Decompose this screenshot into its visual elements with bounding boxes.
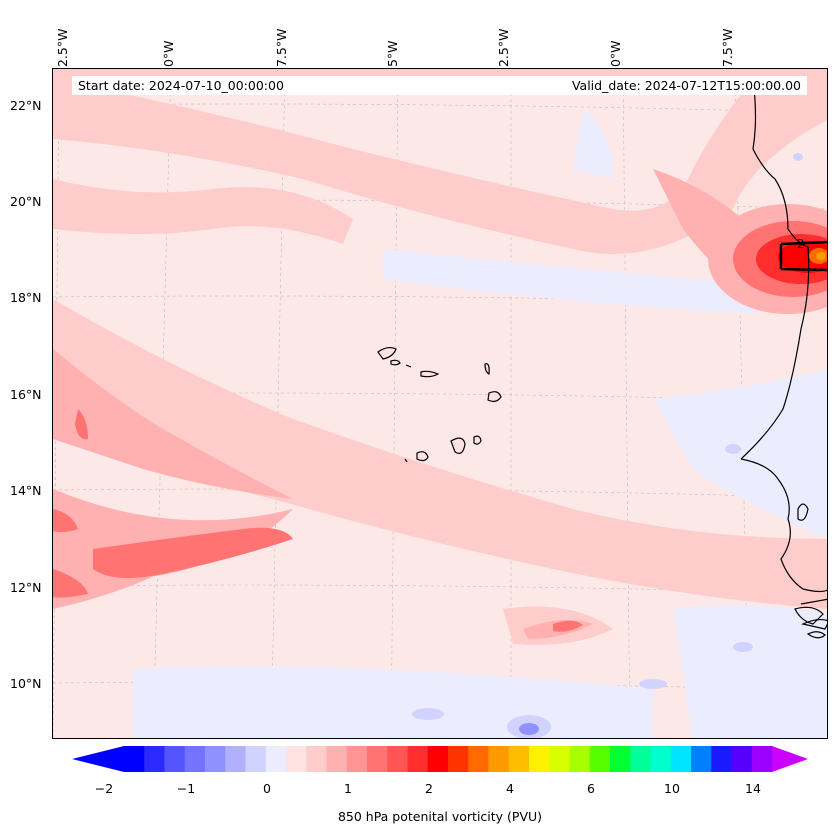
colorbar-tick-label: 14	[745, 781, 761, 796]
colorbar-cell	[589, 746, 611, 772]
lat-label: 20°N	[10, 194, 42, 209]
colorbar-cell	[630, 746, 651, 772]
colorbar-cell	[549, 746, 570, 772]
colorbar-tick-label: 1	[344, 781, 352, 796]
colorbar-cell	[205, 746, 226, 772]
lat-label: 14°N	[10, 483, 42, 498]
colorbar-cell	[691, 746, 712, 772]
colorbar-tick-label: 6	[587, 781, 595, 796]
colorbar-cell	[184, 746, 206, 772]
pv-band-3	[53, 409, 583, 632]
colorbar-cell	[265, 746, 287, 772]
colorbar-cell	[164, 746, 186, 772]
lat-label: 12°N	[10, 580, 42, 595]
start-date: Start date: 2024-07-10_00:00:00	[78, 78, 284, 93]
colorbar-cell	[144, 746, 165, 772]
cape-verde-islands	[377, 346, 502, 463]
colorbar-cell	[731, 746, 753, 772]
colorbar-tick-label: 10	[664, 781, 680, 796]
lat-label: 16°N	[10, 387, 42, 402]
colorbar-cell	[711, 746, 732, 772]
colorbar-cell	[448, 746, 469, 772]
colorbar-cell	[488, 746, 510, 772]
map-panel: 2	[52, 68, 828, 739]
colorbar-tick-label: −1	[176, 781, 196, 796]
colorbar-tick-label: 2	[425, 781, 433, 796]
colorbar-tick-label: 4	[506, 781, 514, 796]
coastline	[740, 78, 827, 639]
colorbar-low-extend	[72, 746, 124, 772]
colorbar-cell	[751, 746, 773, 772]
pv-contour-map: 2	[53, 69, 827, 738]
colorbar-cell	[407, 746, 429, 772]
colorbar-cell	[569, 746, 591, 772]
date-info-bar: Start date: 2024-07-10_00:00:00 Valid_da…	[72, 76, 807, 95]
colorbar-cell	[245, 746, 267, 772]
colorbar-cell	[326, 746, 348, 772]
colorbar-cell	[124, 746, 145, 772]
colorbar-high-extend	[772, 746, 808, 772]
colorbar-cell	[529, 746, 550, 772]
colorbar-cells	[124, 746, 773, 772]
colorbar-cell	[670, 746, 692, 772]
valid-date: Valid_date: 2024-07-12T15:00:00.00	[571, 78, 801, 93]
colorbar-cell	[306, 746, 327, 772]
pv-low-core	[519, 723, 539, 735]
colorbar	[72, 746, 808, 772]
colorbar-cell	[346, 746, 368, 772]
colorbar-cell	[650, 746, 672, 772]
lat-label: 10°N	[10, 676, 42, 691]
colorbar-cell	[367, 746, 388, 772]
colorbar-tick-label: −2	[94, 781, 114, 796]
pv-max-feature	[708, 204, 827, 314]
lat-label: 22°N	[10, 98, 42, 113]
colorbar-label: 850 hPa potenital vorticity (PVU)	[337, 809, 543, 824]
colorbar-cell	[468, 746, 489, 772]
colorbar-cell	[610, 746, 631, 772]
colorbar-cell	[427, 746, 449, 772]
colorbar-cell	[225, 746, 246, 772]
colorbar-tick-label: 0	[263, 781, 271, 796]
colorbar-cell	[508, 746, 530, 772]
lat-label: 18°N	[10, 290, 42, 305]
colorbar-cell	[387, 746, 408, 772]
colorbar-cell	[286, 746, 307, 772]
contour-label: 2	[797, 237, 805, 251]
